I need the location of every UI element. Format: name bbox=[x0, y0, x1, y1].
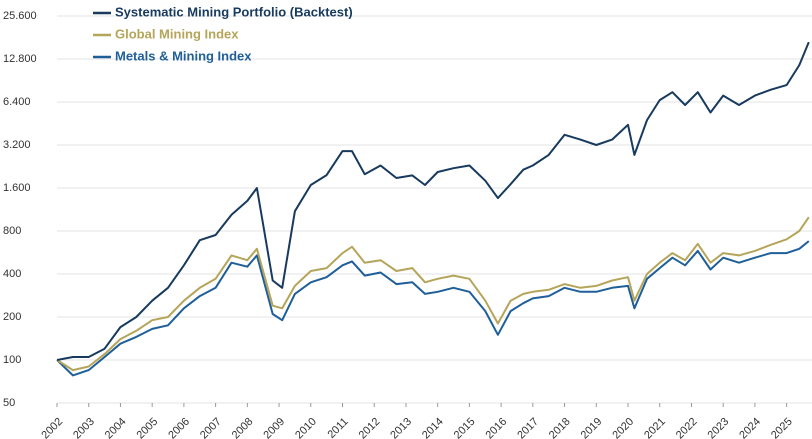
series-line bbox=[56, 41, 810, 361]
x-tick-label: 2023 bbox=[706, 416, 732, 439]
x-tick-label: 2015 bbox=[452, 416, 478, 439]
y-tick-label: 400 bbox=[3, 268, 21, 280]
y-tick-label: 3.200 bbox=[3, 139, 31, 151]
series-line bbox=[56, 216, 810, 372]
legend-label: Metals & Mining Index bbox=[115, 48, 252, 63]
x-tick-label: 2008 bbox=[230, 416, 256, 439]
x-tick-label: 2021 bbox=[642, 416, 668, 439]
x-tick-label: 2022 bbox=[674, 416, 700, 439]
x-tick-label: 2011 bbox=[325, 416, 350, 439]
x-tick-label: 2014 bbox=[420, 416, 446, 439]
x-tick-label: 2013 bbox=[388, 416, 414, 439]
x-tick-label: 2005 bbox=[135, 416, 161, 439]
y-tick-label: 12.800 bbox=[3, 53, 37, 65]
x-tick-label: 2002 bbox=[39, 416, 65, 439]
y-tick-label: 200 bbox=[3, 311, 21, 323]
x-tick-label: 2012 bbox=[357, 416, 383, 439]
y-tick-label: 100 bbox=[3, 354, 21, 366]
y-tick-label: 6.400 bbox=[3, 96, 31, 108]
x-tick-label: 2018 bbox=[547, 416, 573, 439]
x-tick-label: 2024 bbox=[737, 416, 763, 439]
y-tick-label: 800 bbox=[3, 225, 21, 237]
x-tick-label: 2006 bbox=[166, 416, 192, 439]
x-tick-label: 2025 bbox=[769, 416, 795, 439]
x-tick-label: 2016 bbox=[483, 416, 509, 439]
x-tick-label: 2007 bbox=[198, 416, 224, 439]
x-tick-label: 2019 bbox=[579, 416, 605, 439]
x-tick-label: 2020 bbox=[610, 416, 636, 439]
y-tick-label: 25.600 bbox=[3, 10, 37, 22]
x-tick-label: 2003 bbox=[71, 416, 97, 439]
x-tick-label: 2010 bbox=[293, 416, 319, 439]
legend-label: Global Mining Index bbox=[115, 26, 239, 41]
x-tick-label: 2009 bbox=[261, 416, 287, 439]
series-line bbox=[56, 240, 810, 377]
y-tick-label: 50 bbox=[3, 397, 15, 409]
y-tick-label: 1.600 bbox=[3, 182, 31, 194]
legend-label: Systematic Mining Portfolio (Backtest) bbox=[115, 4, 353, 19]
x-tick-label: 2004 bbox=[103, 416, 129, 439]
x-tick-label: 2017 bbox=[515, 416, 541, 439]
